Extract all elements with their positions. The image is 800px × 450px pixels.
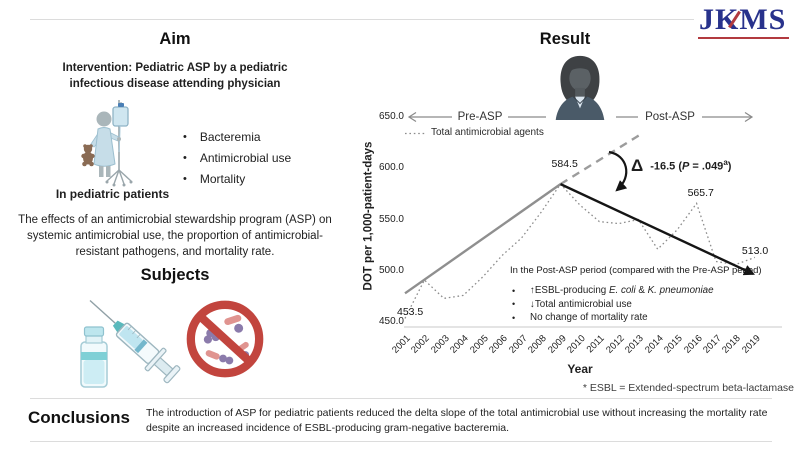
list-item: • ↑ESBL-producing E. coli & K. pneumonia… bbox=[512, 284, 714, 298]
outcome-antimicrobial-use: Antimicrobial use bbox=[199, 150, 292, 165]
list-item: • ↓Total antimicrobial use bbox=[512, 298, 714, 312]
list-item: • Bacteremia bbox=[183, 126, 291, 147]
y-axis-title: DOT per 1,000-patient-days bbox=[362, 141, 375, 291]
outcome-bacteremia: Bacteremia bbox=[199, 129, 261, 144]
vial-icon bbox=[80, 326, 108, 388]
finding-mortality: No change of mortality rate bbox=[530, 312, 648, 324]
bullet-dot-icon: • bbox=[183, 172, 187, 185]
finding-antimicrobial-use: ↓Total antimicrobial use bbox=[530, 298, 632, 310]
patient-caption: In pediatric patients bbox=[55, 187, 170, 201]
jkms-logo-text: JKMS bbox=[698, 5, 790, 39]
pre-asp-label: Pre-ASP bbox=[452, 110, 508, 125]
post-asp-findings-list: • ↑ESBL-producing E. coli & K. pneumonia… bbox=[512, 284, 714, 325]
aim-description: The effects of an antimicrobial stewards… bbox=[18, 214, 332, 259]
post-asp-trend-arrow bbox=[560, 183, 755, 276]
finding-esbl: ↑ESBL-producing E. coli & K. pneumoniae bbox=[530, 285, 714, 297]
iv-bag-icon bbox=[112, 106, 129, 127]
aim-title: Aim bbox=[159, 30, 191, 48]
bullet-dot-icon: • bbox=[183, 130, 187, 143]
child-icon bbox=[90, 111, 121, 177]
prohibition-sign-icon bbox=[186, 300, 264, 378]
list-item: • Mortality bbox=[183, 168, 291, 189]
pediatric-patient-icon bbox=[81, 100, 133, 187]
pre-asp-trend-line bbox=[404, 183, 562, 295]
slope-change-curved-arrow-icon bbox=[608, 150, 628, 192]
right-arrowhead-icon bbox=[744, 111, 754, 123]
subjects-title: Subjects bbox=[140, 266, 210, 284]
intervention-text: Intervention: Pediatric ASP by a pediatr… bbox=[62, 62, 288, 91]
outcome-bullet-list: • Bacteremia • Antimicrobial use • Mortalit… bbox=[183, 126, 291, 189]
legend-label: Total antimicrobial agents bbox=[431, 127, 544, 138]
bullet-dot-icon: • bbox=[512, 285, 516, 296]
data-label-2019: 513.0 bbox=[741, 245, 769, 258]
y-tick-label: 600.0 bbox=[378, 162, 404, 174]
data-label-2001: 453.5 bbox=[397, 306, 424, 319]
bullet-dot-icon: • bbox=[183, 151, 187, 164]
list-item: • Antimicrobial use bbox=[183, 147, 291, 168]
x-axis-title: Year bbox=[567, 362, 593, 376]
syringe-icon bbox=[89, 299, 181, 384]
physician-icon bbox=[555, 55, 605, 120]
bullet-dot-icon: • bbox=[512, 312, 516, 323]
delta-slope-annotation: Δ -16.5 (P = .049a) bbox=[631, 157, 731, 174]
y-tick-label: 650.0 bbox=[378, 111, 404, 122]
delta-value-text: -16.5 (P = .049a) bbox=[650, 158, 732, 173]
result-title: Result bbox=[539, 30, 591, 48]
list-item: • No change of mortality rate bbox=[512, 311, 714, 325]
conclusions-title: Conclusions bbox=[28, 408, 131, 427]
bullet-dot-icon: • bbox=[512, 299, 516, 310]
teddy-bear-icon bbox=[81, 144, 95, 167]
no-bacteria-icon bbox=[186, 300, 264, 378]
jkms-logo: JKMS bbox=[698, 5, 790, 39]
top-divider bbox=[30, 19, 694, 20]
conclusions-text: The introduction of ASP for pediatric pa… bbox=[146, 407, 768, 435]
y-tick-label: 450.0 bbox=[378, 316, 404, 327]
conclusions-bottom-divider bbox=[30, 441, 772, 442]
left-arrowhead-icon bbox=[407, 111, 417, 123]
esbl-footnote: * ESBL = Extended-spectrum beta-lactamas… bbox=[582, 382, 794, 394]
delta-symbol: Δ bbox=[631, 156, 644, 175]
vial-and-syringe-icon bbox=[80, 299, 181, 388]
conclusions-top-divider bbox=[30, 398, 772, 399]
post-asp-label: Post-ASP bbox=[638, 110, 702, 125]
iv-pole-icon bbox=[105, 100, 133, 187]
post-asp-findings-header: In the Post-ASP period (compared with th… bbox=[510, 265, 762, 276]
outcome-mortality: Mortality bbox=[199, 171, 246, 186]
data-label-2009: 584.5 bbox=[551, 158, 578, 171]
y-tick-label: 550.0 bbox=[378, 213, 404, 225]
y-tick-label: 500.0 bbox=[378, 264, 404, 276]
data-label-2016: 565.7 bbox=[687, 187, 714, 200]
